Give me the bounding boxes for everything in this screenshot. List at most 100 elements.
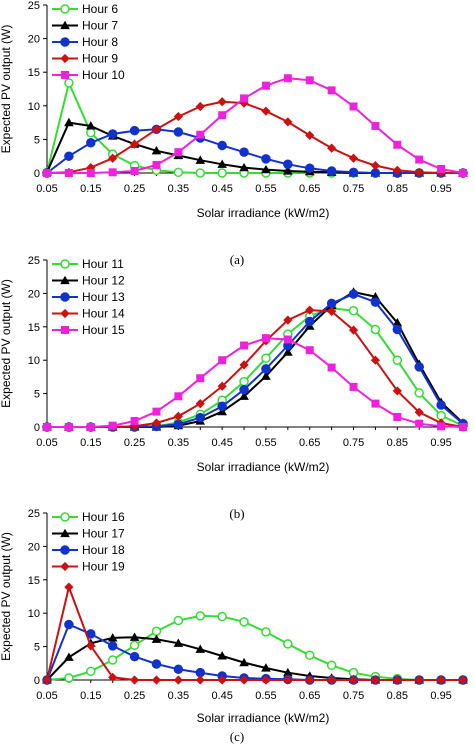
data-point [151, 634, 162, 643]
legend-marker [60, 37, 70, 47]
y-tick-label: 5 [34, 134, 40, 146]
data-point [348, 167, 359, 178]
data-point [436, 675, 446, 685]
data-point [348, 153, 359, 163]
data-point [217, 159, 227, 168]
legend-entry: Hour 11 [82, 257, 124, 271]
data-point [195, 155, 206, 164]
legend-entry: Hour 15 [82, 323, 125, 337]
x-tick-label: 0.55 [255, 183, 276, 195]
panel-caption: (c) [230, 729, 244, 744]
x-tick-label: 0.15 [80, 183, 101, 195]
y-tick-label: 5 [34, 389, 40, 401]
legend-marker [60, 20, 70, 30]
legend-marker [60, 259, 70, 269]
data-point [437, 422, 446, 431]
data-point [217, 381, 227, 391]
data-point [195, 399, 205, 409]
data-point [196, 374, 205, 383]
legend-marker [61, 71, 69, 79]
data-point [129, 640, 140, 651]
data-point [151, 146, 162, 155]
y-tick-label: 25 [28, 255, 40, 267]
data-point [436, 168, 446, 178]
y-tick-label: 20 [28, 541, 40, 553]
data-point [64, 117, 74, 127]
data-point [217, 168, 227, 178]
data-point [283, 675, 293, 685]
x-tick-label: 0.45 [211, 437, 232, 449]
data-point [239, 376, 249, 387]
data-point [414, 388, 424, 398]
x-tick-label: 0.45 [211, 690, 232, 702]
x-tick-label: 0.95 [430, 437, 451, 449]
y-tick-label: 0 [34, 168, 40, 180]
x-tick-label: 0.75 [343, 437, 364, 449]
data-point [240, 94, 249, 103]
data-point [392, 324, 403, 335]
data-point [152, 407, 161, 416]
data-point [283, 117, 293, 127]
data-point [129, 125, 140, 136]
x-tick-label: 0.95 [430, 690, 451, 702]
y-axis-label: Expected PV output (W) [0, 25, 13, 154]
data-point [305, 675, 315, 685]
data-point [64, 652, 74, 661]
data-point [392, 317, 403, 327]
data-point [458, 675, 468, 685]
legend-entry: Hour 7 [82, 19, 118, 33]
data-point [86, 138, 96, 148]
data-point [64, 423, 73, 431]
legend-marker [60, 53, 70, 64]
y-tick-label: 0 [34, 675, 40, 687]
x-tick-label: 0.55 [255, 437, 276, 449]
y-tick-label: 5 [34, 642, 40, 654]
data-point [327, 306, 337, 317]
data-point [349, 382, 358, 391]
data-point [86, 666, 96, 677]
data-point [195, 168, 206, 178]
data-point [370, 161, 381, 171]
series [42, 97, 468, 178]
data-point [371, 399, 380, 408]
data-point [85, 121, 96, 130]
series [42, 619, 468, 685]
data-point [392, 165, 402, 175]
data-point [195, 675, 205, 685]
legend: Hour 6 Hour 7 Hour 8 Hour 9 Hour 10 [52, 2, 125, 82]
y-tick-label: 0 [34, 422, 40, 434]
data-point [239, 162, 249, 172]
data-point [129, 632, 140, 641]
data-point [392, 355, 403, 365]
data-point [108, 153, 118, 163]
data-point [43, 169, 51, 177]
x-tick-label: 0.85 [387, 437, 408, 449]
data-point [415, 419, 424, 428]
data-point [86, 127, 96, 138]
data-point [108, 672, 118, 682]
legend-entry: Hour 10 [82, 68, 125, 82]
data-point [414, 407, 424, 417]
data-point [261, 334, 270, 343]
data-point [107, 641, 118, 651]
y-tick-label: 10 [28, 608, 40, 620]
series [42, 582, 468, 685]
legend-entry: Hour 19 [82, 560, 125, 574]
data-point [64, 673, 74, 683]
data-point [261, 154, 271, 164]
data-point [129, 651, 140, 662]
data-point [261, 627, 271, 637]
data-point [283, 639, 293, 649]
data-point [326, 660, 337, 671]
x-tick-label: 0.35 [168, 437, 189, 449]
data-point [261, 371, 271, 380]
data-point [195, 412, 206, 423]
data-point [283, 347, 293, 356]
data-point [218, 356, 227, 365]
data-point [392, 675, 402, 685]
x-tick-label: 0.85 [387, 183, 408, 195]
legend-marker [60, 4, 70, 14]
y-tick-label: 25 [28, 0, 40, 12]
data-point [217, 401, 227, 412]
data-point [152, 160, 161, 169]
